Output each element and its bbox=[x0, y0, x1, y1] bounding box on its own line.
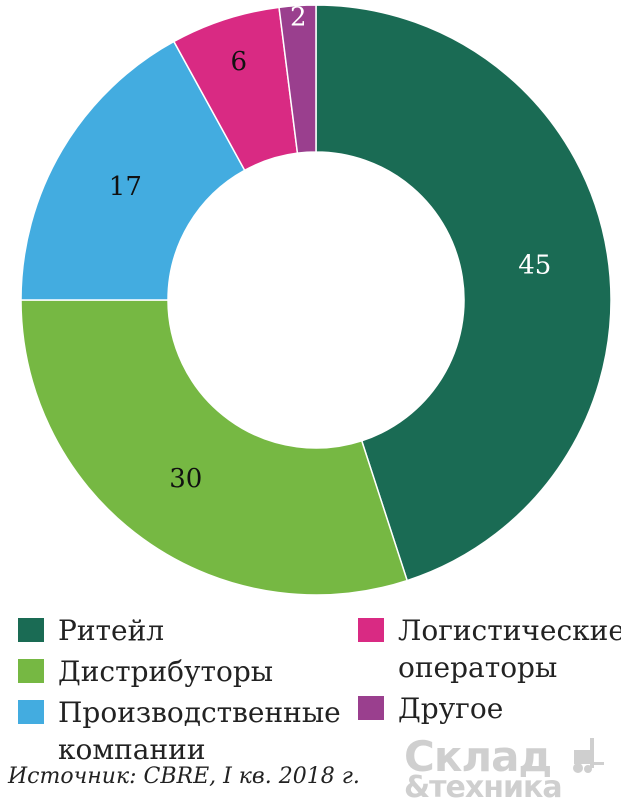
logo-text-line2: &техника bbox=[404, 770, 563, 805]
slice-label-distributors: 30 bbox=[169, 464, 202, 494]
legend-item-logistics: Логистические операторы bbox=[358, 612, 621, 686]
legend-item-other: Другое bbox=[358, 690, 618, 727]
legend-label-manufacturers-line2: компании bbox=[58, 733, 206, 766]
legend-left: Ритейл Дистрибуторы Производственные ком… bbox=[18, 612, 341, 772]
forklift-icon bbox=[573, 738, 604, 773]
slice-label-logistics: 6 bbox=[230, 47, 247, 77]
slice-label-manufacturers: 17 bbox=[109, 172, 142, 202]
publisher-logo: Склад &техника bbox=[400, 732, 612, 805]
legend-label-logistics-line1: Логистические bbox=[398, 614, 621, 647]
legend-item-retail: Ритейл bbox=[18, 612, 338, 649]
donut-chart: 45 30 17 6 2 bbox=[20, 3, 612, 596]
legend-label-other: Другое bbox=[398, 692, 504, 725]
legend-swatch-manufacturers bbox=[18, 700, 44, 724]
source-note: Источник: CBRE, I кв. 2018 г. bbox=[8, 764, 360, 789]
legend-label-distributors: Дистрибуторы bbox=[58, 655, 274, 688]
legend-swatch-retail bbox=[18, 618, 44, 642]
slice-distributors bbox=[20, 299, 409, 596]
legend-item-distributors: Дистрибуторы bbox=[18, 653, 338, 690]
legend-label-logistics-line2: операторы bbox=[398, 651, 558, 684]
legend-right: Логистические операторы Другое bbox=[358, 612, 621, 731]
legend-item-manufacturers: Производственные компании bbox=[18, 694, 341, 768]
slice-other bbox=[278, 4, 317, 155]
slice-label-other: 2 bbox=[290, 3, 307, 33]
legend-label-manufacturers-line1: Производственные bbox=[58, 696, 341, 729]
legend-swatch-logistics bbox=[358, 618, 384, 642]
legend-swatch-other bbox=[358, 696, 384, 720]
legend-label-retail: Ритейл bbox=[58, 614, 165, 647]
logo-text-line1: Склад bbox=[404, 732, 552, 781]
slice-label-retail: 45 bbox=[518, 250, 551, 280]
slice-manufacturers bbox=[20, 40, 246, 301]
legend-swatch-distributors bbox=[18, 659, 44, 683]
slice-retail bbox=[315, 4, 612, 582]
